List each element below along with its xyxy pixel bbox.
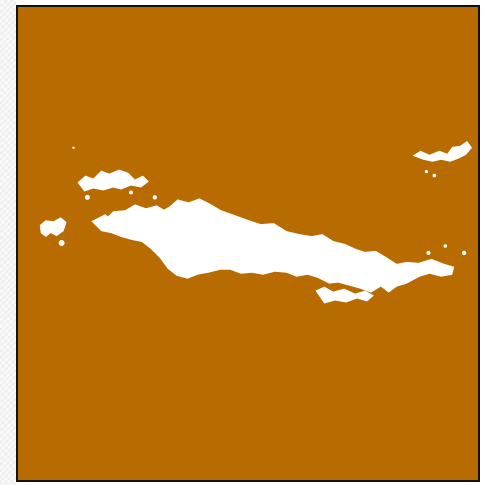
- mask-far-left: [39, 217, 67, 238]
- mask-left-upper: [77, 169, 149, 192]
- mask-speck: [195, 228, 202, 234]
- mask-speck: [424, 170, 429, 174]
- mask-speck: [84, 194, 90, 200]
- mask-west-central: [105, 204, 167, 230]
- mask-speck: [443, 244, 448, 248]
- snow-cover-map: [18, 7, 478, 480]
- mask-speck: [426, 250, 431, 256]
- mask-speck: [264, 240, 270, 246]
- mask-right-top: [412, 140, 473, 162]
- white-mask-patches: [39, 140, 473, 304]
- mask-speck: [358, 273, 364, 278]
- mask-speck: [152, 195, 157, 200]
- mask-main-band: [91, 198, 455, 293]
- mask-speck: [58, 240, 65, 246]
- mask-speck: [404, 267, 409, 272]
- mask-speck: [292, 249, 298, 255]
- mask-speck: [72, 146, 75, 149]
- left-margin-texture: [0, 0, 16, 485]
- mask-speck: [461, 250, 467, 256]
- mask-speck: [339, 266, 345, 272]
- mask-speck: [214, 248, 220, 254]
- mask-speck: [384, 274, 390, 280]
- mask-speck: [313, 262, 319, 268]
- mask-speck: [432, 173, 437, 178]
- mask-lower-right: [315, 286, 374, 304]
- map-viewport: [16, 5, 480, 482]
- mask-speck: [129, 190, 133, 195]
- mask-speck: [239, 254, 245, 260]
- mask-speck: [176, 216, 183, 223]
